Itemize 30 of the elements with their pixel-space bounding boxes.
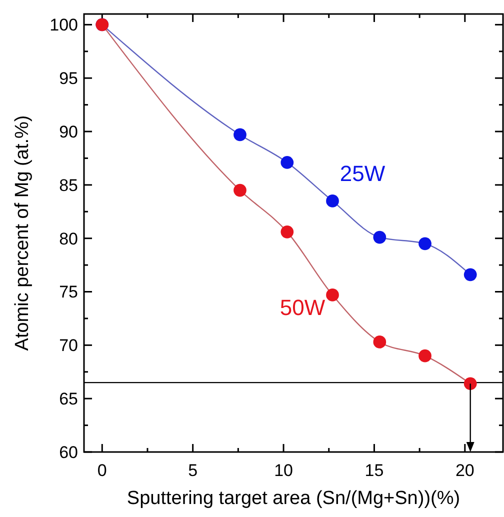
- y-tick-label: 75: [59, 282, 78, 302]
- x-tick-label: 0: [97, 461, 107, 480]
- point: [234, 184, 246, 197]
- y-tick-label: 100: [50, 16, 78, 35]
- series-label: 25W: [340, 160, 386, 186]
- point: [418, 237, 432, 250]
- point: [373, 336, 386, 348]
- y-axis-title: Atomic percent of Mg (at.%): [12, 115, 33, 351]
- x-tick-label: 10: [274, 461, 293, 480]
- point: [234, 128, 246, 142]
- y-tick-label: 80: [59, 229, 78, 248]
- point: [418, 349, 432, 362]
- y-tick-label: 70: [59, 336, 78, 356]
- point: [464, 377, 477, 390]
- x-tick-label: 15: [364, 461, 384, 480]
- point: [326, 194, 339, 208]
- x-tick-label: 20: [455, 461, 474, 480]
- point: [280, 226, 294, 238]
- series-label: 50W: [280, 294, 326, 320]
- point: [280, 156, 294, 169]
- y-tick-label: 95: [59, 69, 78, 88]
- x-axis-title: Sputtering target area (Sn/(Mg+Sn))(%): [126, 488, 460, 509]
- y-tick-label: 90: [59, 122, 78, 142]
- y-tick-label: 60: [59, 442, 78, 462]
- y-tick-label: 85: [59, 176, 78, 195]
- point: [326, 288, 339, 302]
- point: [464, 268, 477, 282]
- y-tick-label: 65: [59, 390, 78, 409]
- x-tick-label: 5: [188, 461, 198, 480]
- point: [373, 230, 386, 244]
